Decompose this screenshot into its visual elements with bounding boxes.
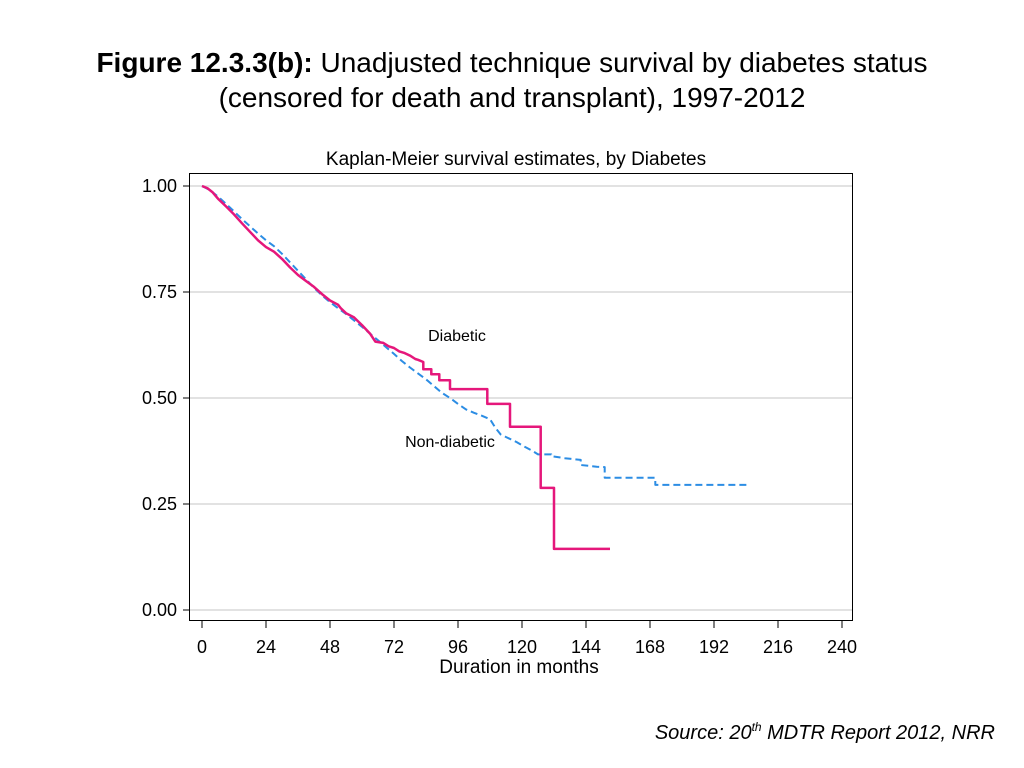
figure-title-line-2: (censored for death and transplant), 199… <box>218 82 806 113</box>
x-tick-label: 96 <box>448 637 468 657</box>
source-suffix: MDTR Report 2012, NRR <box>761 722 995 744</box>
figure-title: Figure 12.3.3(b): Unadjusted technique s… <box>0 45 1024 115</box>
series-line-non-diabetic <box>201 185 749 486</box>
x-axis: 0 24 48 72 96 120 144 168 192 216 240 <box>197 621 857 657</box>
y-tick-label: 0.00 <box>142 600 177 620</box>
x-tick-label: 72 <box>384 637 404 657</box>
plot-frame <box>189 173 853 621</box>
x-axis-label: Duration in months <box>439 657 598 678</box>
series-label-non-diabetic: Non-diabetic <box>405 434 495 451</box>
figure-title-text-line-1: Unadjusted technique survival by diabete… <box>320 47 928 78</box>
x-tick-label: 48 <box>320 637 340 657</box>
x-tick-label: 24 <box>256 637 276 657</box>
series-label-diabetic: Diabetic <box>428 328 486 345</box>
y-axis: 0.00 0.25 0.50 0.75 1.00 <box>142 176 189 620</box>
series-labels: Non-diabetic Diabetic <box>405 328 495 451</box>
x-tick-label: 168 <box>635 637 665 657</box>
chart-title: Kaplan-Meier survival estimates, by Diab… <box>326 149 706 170</box>
figure-title-line-1: Figure 12.3.3(b): Unadjusted technique s… <box>0 45 1024 80</box>
series-layer <box>201 184 749 551</box>
source-note: Source: 20th MDTR Report 2012, NRR <box>655 721 995 745</box>
y-tick-label: 0.25 <box>142 494 177 514</box>
y-tick-label: 0.50 <box>142 388 177 408</box>
x-tick-label: 216 <box>763 637 793 657</box>
x-tick-label: 120 <box>507 637 537 657</box>
source-prefix: Source: 20 <box>654 722 752 744</box>
gridlines <box>189 185 853 611</box>
x-tick-label: 144 <box>571 637 601 657</box>
y-tick-label: 1.00 <box>142 176 177 196</box>
series-line-diabetic <box>201 184 610 551</box>
x-tick-label: 240 <box>827 637 857 657</box>
x-tick-label: 0 <box>197 637 207 657</box>
y-tick-label: 0.75 <box>142 282 177 302</box>
figure-number: Figure 12.3.3(b): <box>96 47 313 78</box>
source-superscript: th <box>751 720 762 734</box>
x-tick-label: 192 <box>699 637 729 657</box>
